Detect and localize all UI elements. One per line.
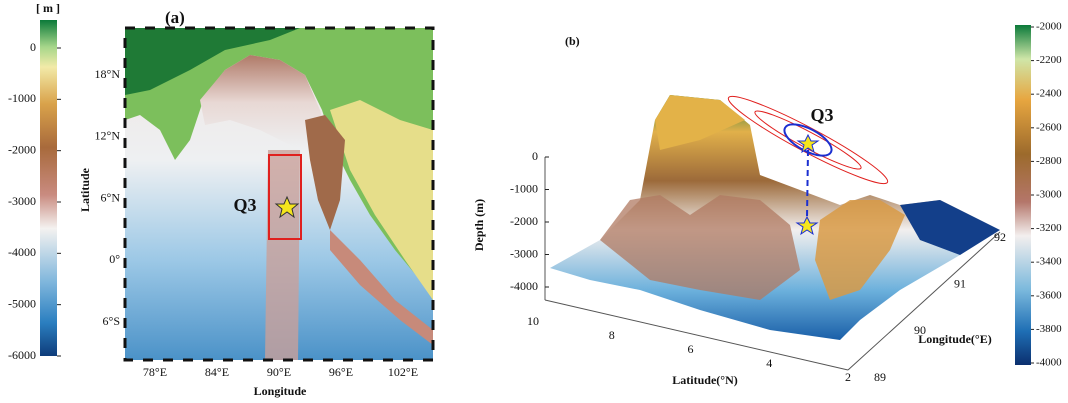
lat-tick-label: 2 bbox=[845, 370, 851, 384]
colorbar-tick-label: -2000 bbox=[8, 142, 36, 156]
lat-tick-label: 4 bbox=[766, 356, 772, 370]
colorbar-tick-label: -4000 bbox=[8, 245, 36, 259]
colorbar-tick-label: -3000 bbox=[8, 194, 36, 208]
colorbar-tick-label: 0 bbox=[30, 40, 36, 54]
colorbar-unit: [ m ] bbox=[36, 1, 60, 15]
colorbar-tick-label: -3000 bbox=[1036, 189, 1062, 201]
y-tick-label: 6°N bbox=[101, 190, 121, 204]
lon-tick-label: 92 bbox=[994, 230, 1006, 244]
panel-label: (a) bbox=[165, 8, 185, 27]
colorbar-tick-label: -3800 bbox=[1036, 323, 1062, 335]
y-axis-label: Latitude bbox=[78, 167, 92, 212]
colorbar-tick-label: -2600 bbox=[1036, 121, 1062, 133]
panel-label: (b) bbox=[565, 34, 580, 48]
lon-tick-label: 89 bbox=[874, 370, 886, 384]
z-tick-label: 0 bbox=[532, 149, 538, 163]
lat-tick-label: 6 bbox=[688, 342, 694, 356]
z-tick-label: -2000 bbox=[510, 214, 538, 228]
colorbar-tick-label: -1000 bbox=[8, 91, 36, 105]
colorbar-tick-label: -2400 bbox=[1036, 88, 1062, 100]
y-tick-label: 18°N bbox=[95, 67, 121, 81]
colorbar-b bbox=[1015, 25, 1031, 365]
colorbar-tick-label: -5000 bbox=[8, 296, 36, 310]
z-axis-label: Depth (m) bbox=[472, 199, 486, 251]
x-axis-label: Longitude bbox=[254, 384, 307, 398]
figure: [ m ] 0 -1000 -2000 -3000 -4000 -5000 -6000 (a… bbox=[0, 0, 1068, 403]
x-tick-label: 96°E bbox=[329, 365, 353, 379]
x-tick-label: 102°E bbox=[388, 365, 418, 379]
colorbar-tick-label: -4000 bbox=[1036, 357, 1062, 369]
lon-tick-label: 90 bbox=[914, 323, 926, 337]
lat-tick-label: 10 bbox=[527, 314, 539, 328]
z-tick-label: -3000 bbox=[510, 246, 538, 260]
colorbar-tick-label: -2000 bbox=[1036, 21, 1062, 33]
z-tick-label: -4000 bbox=[510, 279, 538, 293]
colorbar-tick-label: -2200 bbox=[1036, 54, 1062, 66]
colorbar-tick-label: -2800 bbox=[1036, 155, 1062, 167]
y-tick-label: 0° bbox=[109, 252, 120, 266]
y-tick-label: 6°S bbox=[103, 314, 120, 328]
y-tick-label: 12°N bbox=[95, 129, 121, 143]
x-tick-label: 84°E bbox=[205, 365, 229, 379]
site-label: Q3 bbox=[810, 105, 833, 125]
lat-tick-label: 8 bbox=[609, 328, 615, 342]
z-tick-label: -1000 bbox=[510, 181, 538, 195]
colorbar-tick-label: -6000 bbox=[8, 348, 36, 362]
site-label: Q3 bbox=[233, 195, 256, 215]
x-tick-label: 78°E bbox=[143, 365, 167, 379]
colorbar-tick-label: -3200 bbox=[1036, 222, 1062, 234]
x-tick-label: 90°E bbox=[267, 365, 291, 379]
colorbar-a bbox=[40, 20, 57, 356]
lon-axis-label: Longitude(°E) bbox=[918, 332, 991, 346]
lon-tick-label: 91 bbox=[954, 276, 966, 290]
colorbar-tick-label: -3600 bbox=[1036, 289, 1062, 301]
map-a bbox=[125, 28, 433, 360]
colorbar-tick-label: -3400 bbox=[1036, 256, 1062, 268]
lat-axis-label: Latitude(°N) bbox=[672, 373, 737, 387]
